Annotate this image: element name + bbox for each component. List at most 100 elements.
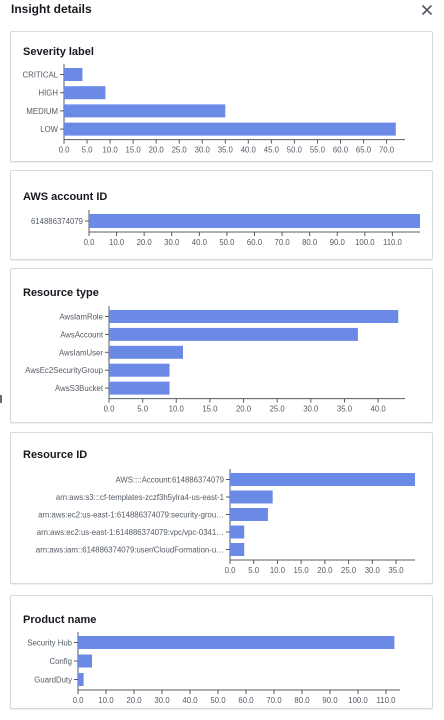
bar-chart: CRITICAL HIGH MEDIUM LOW 0.0 5.0 10.0 15.0 20.0 2… (22, 64, 405, 155)
category-label: AwsIamRole (59, 313, 103, 322)
x-tick-label: 100.0 (348, 696, 368, 705)
x-tick-label: 70.0 (379, 146, 395, 155)
x-tick-label: 30.0 (303, 405, 319, 414)
x-tick-label: 30.0 (164, 238, 180, 247)
x-tick-label: 60.0 (247, 238, 263, 247)
x-tick-label: 25.0 (341, 566, 357, 575)
category-label: AwsS3Bucket (55, 384, 104, 393)
x-tick-label: 0.0 (59, 146, 71, 155)
x-tick-label: 35.0 (388, 566, 404, 575)
category-label: arn:aws:ec2:us-east-1:614886374079:secur… (38, 511, 224, 520)
bar-2[interactable] (109, 345, 183, 359)
bar-0[interactable] (78, 636, 395, 649)
category-label: Security Hub (27, 639, 72, 648)
panel-title: Insight details (11, 2, 92, 16)
category-label: CRITICAL (22, 71, 58, 80)
x-tick-label: 30.0 (195, 146, 211, 155)
category-label: GuardDuty (34, 676, 72, 685)
x-tick-label: 100.0 (355, 238, 375, 247)
x-tick-label: 15.0 (126, 146, 142, 155)
x-tick-label: 80.0 (302, 238, 318, 247)
x-tick-label: 20.0 (149, 146, 165, 155)
x-tick-label: 10.0 (270, 566, 286, 575)
x-tick-label: 40.0 (192, 238, 208, 247)
bar-1[interactable] (64, 86, 106, 100)
x-tick-label: 70.0 (266, 696, 282, 705)
x-tick-label: 30.0 (154, 696, 170, 705)
bar-chart: 614886374079 0.0 10.0 20.0 30.0 40.0 50.0 60.0 7… (31, 210, 420, 247)
category-label: arn:aws:ec2:us-east-1:614886374079:vpc/v… (37, 528, 224, 537)
bar-chart: AwsIamRole AwsAccount AwsIamUser AwsEc2Secu… (25, 306, 405, 414)
x-tick-label: 35.0 (337, 405, 353, 414)
chart-panel-4: Product name Security Hub Config GuardDuty 0… (10, 595, 433, 709)
category-label: MEDIUM (26, 107, 58, 116)
bar-1[interactable] (109, 327, 358, 341)
x-tick-label: 40.0 (241, 146, 257, 155)
x-tick-label: 65.0 (356, 146, 372, 155)
bar-4[interactable] (109, 381, 170, 395)
category-label: 614886374079 (31, 217, 83, 226)
chart-panel-2: Resource type AwsIamRole AwsAccount AwsIamU… (10, 268, 433, 423)
x-tick-label: 5.0 (248, 566, 260, 575)
x-tick-label: 25.0 (270, 405, 286, 414)
x-tick-label: 35.0 (218, 146, 234, 155)
insight-details-header: Insight details (0, 0, 444, 24)
x-tick-label: 20.0 (317, 566, 333, 575)
x-tick-label: 55.0 (310, 146, 326, 155)
category-label: arn:aws:iam::614886374079:user/CloudForm… (36, 546, 224, 555)
bar-3[interactable] (64, 122, 396, 136)
x-tick-label: 50.0 (210, 696, 226, 705)
x-tick-label: 60.0 (333, 146, 349, 155)
bar-2[interactable] (78, 673, 84, 686)
x-tick-label: 20.0 (126, 696, 142, 705)
x-tick-label: 15.0 (294, 566, 310, 575)
bar-3[interactable] (230, 525, 245, 539)
category-label: AwsAccount (60, 330, 104, 339)
chart-panel-1: AWS account ID 614886374079 0.0 10.0 20.0 30.… (10, 170, 433, 260)
x-tick-label: 40.0 (370, 405, 386, 414)
bar-2[interactable] (230, 508, 268, 521)
bar-0[interactable] (109, 310, 399, 323)
x-tick-label: 50.0 (287, 146, 303, 155)
bar-1[interactable] (78, 654, 92, 668)
x-tick-label: 30.0 (365, 566, 381, 575)
x-tick-label: 10.0 (98, 696, 114, 705)
close-icon[interactable] (419, 2, 435, 18)
x-tick-label: 40.0 (182, 696, 198, 705)
x-tick-label: 5.0 (137, 405, 149, 414)
category-label: arn:aws:s3:::cf-templates-zczf3h5ylra4-u… (56, 493, 224, 502)
x-tick-label: 20.0 (236, 405, 252, 414)
bar-4[interactable] (230, 543, 245, 556)
bar-1[interactable] (230, 490, 273, 504)
chart-title: Resource ID (23, 449, 88, 461)
x-tick-label: 110.0 (377, 696, 397, 705)
x-tick-label: 10.0 (102, 146, 118, 155)
x-tick-label: 60.0 (238, 696, 254, 705)
x-tick-label: 45.0 (264, 146, 280, 155)
x-tick-label: 20.0 (137, 238, 153, 247)
chart-title: Resource type (23, 287, 99, 299)
x-tick-label: 80.0 (294, 696, 310, 705)
x-tick-label: 0.0 (225, 566, 237, 575)
bar-chart: Security Hub Config GuardDuty 0.0 10.0 20.0 30… (27, 632, 400, 705)
bar-chart: AWS::::Account:614886374079arn:aws:s3:::… (36, 469, 415, 575)
category-label: AwsEc2SecurityGroup (25, 366, 104, 375)
x-tick-label: 5.0 (82, 146, 94, 155)
x-tick-label: 15.0 (202, 405, 218, 414)
x-tick-label: 110.0 (383, 238, 403, 247)
x-tick-label: 50.0 (219, 238, 235, 247)
category-label: AwsIamUser (59, 348, 103, 357)
resize-handle[interactable] (0, 395, 2, 403)
bar-0[interactable] (64, 68, 83, 81)
x-tick-label: 90.0 (322, 696, 338, 705)
x-tick-label: 10.0 (169, 405, 185, 414)
bar-2[interactable] (64, 104, 226, 118)
x-tick-label: 25.0 (172, 146, 188, 155)
x-tick-label: 70.0 (274, 238, 290, 247)
chart-title: Severity label (23, 46, 94, 58)
bar-0[interactable] (230, 473, 415, 486)
bar-3[interactable] (109, 363, 170, 377)
bar-0[interactable] (89, 214, 420, 228)
chart-title: Product name (23, 614, 97, 626)
